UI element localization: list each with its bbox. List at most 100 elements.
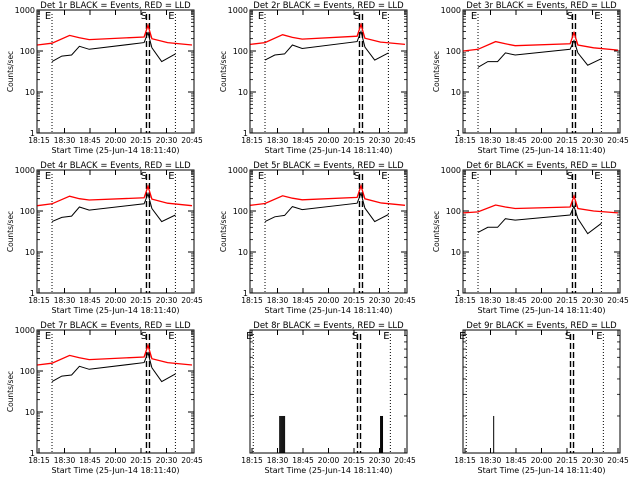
x-tick-label: 18:30	[54, 296, 76, 305]
x-tick-label: 18:30	[54, 456, 76, 465]
events-series-line	[51, 31, 176, 63]
y-tick-label: 1	[30, 449, 35, 458]
y-tick-label: 100	[233, 207, 248, 216]
y-tick-label: 1000	[228, 166, 248, 175]
marker-label: E	[381, 11, 387, 22]
marker-label: S	[565, 331, 571, 342]
marker-label: E	[381, 171, 387, 182]
x-axis-label: Start Time (25-Jun-14 18:11:40)	[52, 466, 180, 475]
plot-frame	[462, 169, 621, 294]
marker-label: S	[141, 331, 147, 342]
y-tick-label: 1000	[441, 166, 461, 175]
detector-panel: Det 9r BLACK = Events, RED = LLD 18:15 18:…	[454, 321, 629, 475]
y-axis-label: Counts/sec	[219, 51, 228, 92]
x-tick-label: 18:15	[241, 296, 263, 305]
x-tick-label: 18:15	[454, 136, 476, 145]
marker-label: E	[594, 11, 600, 22]
marker-label: S	[567, 11, 573, 22]
y-tick-label: 100	[446, 47, 461, 56]
x-tick-label: 20:00	[318, 136, 340, 145]
chart-title: Det 9r BLACK = Events, RED = LLD	[466, 321, 617, 331]
x-tick-label: 20:00	[318, 296, 340, 305]
x-axis-label: Start Time (25-Jun-14 18:11:40)	[52, 146, 180, 155]
y-tick-label: 1000	[228, 6, 248, 15]
x-tick-label: 20:15	[556, 456, 578, 465]
x-tick-label: 18:45	[292, 456, 314, 465]
marker-label: S	[352, 331, 358, 342]
events-series-line	[477, 204, 602, 235]
y-axis-label: Counts/sec	[6, 51, 15, 92]
marker-label: E	[45, 331, 51, 342]
x-tick-label: 18:45	[79, 456, 101, 465]
y-tick-label: 1	[243, 289, 248, 298]
x-tick-label: 20:45	[181, 456, 203, 465]
x-tick-label: 20:30	[156, 456, 178, 465]
y-axis-label: Counts/sec	[432, 51, 441, 92]
detector-panel: Det 8r BLACK = Events, RED = LLD 18:15 18:…	[241, 321, 416, 475]
x-axis-label: Start Time (25-Jun-14 18:11:40)	[265, 466, 393, 475]
x-tick-label: 20:00	[105, 296, 127, 305]
x-tick-label: 20:15	[130, 456, 152, 465]
y-tick-label: 10	[25, 248, 35, 257]
x-tick-label: 20:30	[582, 296, 604, 305]
plot-frame	[249, 169, 408, 294]
chart-title: Det 1r BLACK = Events, RED = LLD	[40, 1, 191, 11]
x-tick-label: 20:15	[130, 296, 152, 305]
marker-label: E	[168, 331, 174, 342]
detector-panel: Det 1r BLACK = Events, RED = LLD 1 10 100 10…	[6, 1, 203, 155]
plot-frame	[462, 9, 621, 134]
y-tick-label: 10	[451, 88, 461, 97]
x-tick-label: 20:45	[181, 296, 203, 305]
x-tick-label: 20:00	[105, 136, 127, 145]
x-tick-label: 20:30	[582, 456, 604, 465]
y-tick-label: 100	[233, 47, 248, 56]
plot-frame	[462, 329, 621, 454]
x-tick-label: 18:45	[292, 136, 314, 145]
x-axis-label: Start Time (25-Jun-14 18:11:40)	[478, 306, 606, 315]
x-tick-label: 20:45	[607, 136, 629, 145]
x-tick-label: 20:00	[531, 136, 553, 145]
x-tick-label: 20:00	[105, 456, 127, 465]
x-tick-label: 18:30	[480, 136, 502, 145]
marker-label: E	[258, 11, 264, 22]
x-tick-label: 18:30	[267, 456, 289, 465]
chart-title: Det 7r BLACK = Events, RED = LLD	[40, 321, 191, 331]
y-tick-label: 10	[238, 248, 248, 257]
x-tick-label: 18:30	[267, 136, 289, 145]
x-tick-label: 18:15	[241, 136, 263, 145]
x-tick-label: 20:00	[531, 296, 553, 305]
y-tick-label: 10	[238, 88, 248, 97]
plot-frame	[36, 9, 195, 134]
x-tick-label: 20:15	[130, 136, 152, 145]
x-tick-label: 18:30	[480, 296, 502, 305]
marker-label: E	[471, 11, 477, 22]
x-tick-label: 18:15	[28, 136, 50, 145]
y-tick-label: 10	[451, 248, 461, 257]
x-tick-label: 20:15	[556, 136, 578, 145]
x-tick-label: 18:15	[454, 296, 476, 305]
marker-label: E	[594, 171, 600, 182]
chart-title: Det 5r BLACK = Events, RED = LLD	[253, 161, 404, 171]
x-tick-label: 20:15	[343, 456, 365, 465]
x-tick-label: 20:30	[369, 136, 391, 145]
marker-label: E	[471, 171, 477, 182]
chart-title: Det 3r BLACK = Events, RED = LLD	[466, 1, 617, 11]
x-tick-label: 18:15	[28, 296, 50, 305]
lld-series-line	[37, 23, 193, 46]
x-axis-label: Start Time (25-Jun-14 18:11:40)	[265, 306, 393, 315]
plot-frame	[249, 9, 408, 134]
x-tick-label: 20:15	[343, 136, 365, 145]
marker-label: E	[459, 331, 465, 342]
marker-label: E	[168, 171, 174, 182]
lld-series-line	[463, 194, 619, 214]
marker-label: S	[141, 171, 147, 182]
x-tick-label: 20:45	[607, 456, 629, 465]
x-tick-label: 18:15	[28, 456, 50, 465]
y-tick-label: 100	[20, 47, 35, 56]
x-tick-label: 18:30	[480, 456, 502, 465]
detector-panel: Det 3r BLACK = Events, RED = LLD 1 10 100 10…	[432, 1, 629, 155]
lld-series-line	[37, 343, 193, 366]
x-tick-label: 18:15	[454, 456, 476, 465]
x-tick-label: 20:30	[156, 296, 178, 305]
marker-label: S	[354, 11, 360, 22]
